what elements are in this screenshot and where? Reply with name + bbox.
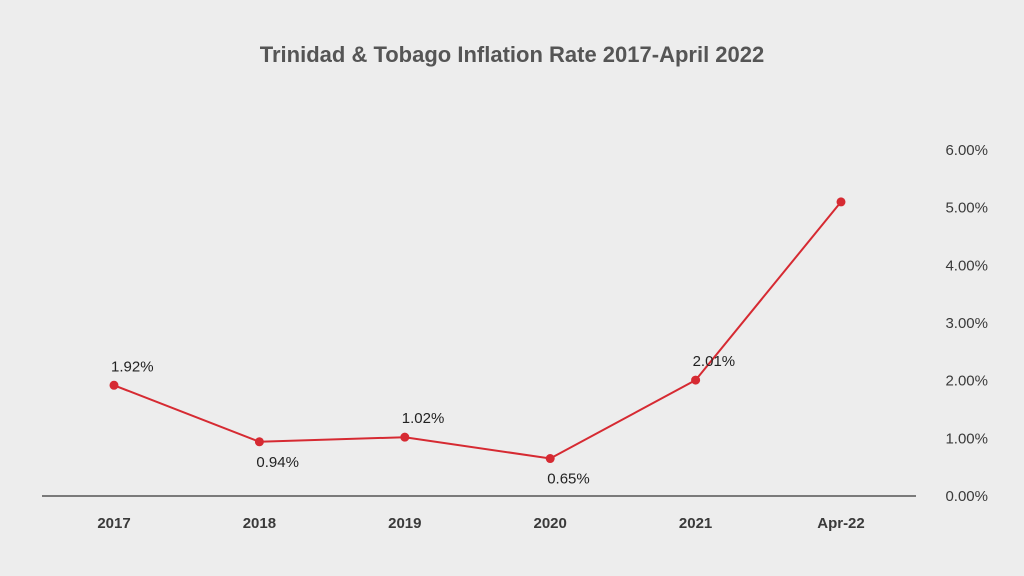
y-tick-label: 3.00% xyxy=(945,315,988,332)
series-inflation xyxy=(109,197,846,464)
data-point xyxy=(109,380,119,390)
x-tick-label: 2021 xyxy=(679,515,712,532)
y-tick-label: 2.00% xyxy=(945,373,988,390)
x-tick-label: 2019 xyxy=(388,515,421,532)
x-tick-label: 2020 xyxy=(534,515,567,532)
y-tick-label: 4.00% xyxy=(945,257,988,274)
data-point xyxy=(254,437,264,447)
x-axis: 2017 2018 2019 2020 2021 Apr-22 xyxy=(97,515,864,532)
chart-title: Trinidad & Tobago Inflation Rate 2017-Ap… xyxy=(260,42,764,67)
data-label: 2.01% xyxy=(693,353,736,370)
x-tick-label: 2017 xyxy=(97,515,130,532)
data-label: 1.02% xyxy=(402,410,445,427)
data-label: 0.65% xyxy=(547,471,590,488)
x-tick-label: 2018 xyxy=(243,515,276,532)
data-labels: 1.92% 0.94% 1.02% 0.65% 2.01% xyxy=(111,353,735,487)
series-line xyxy=(113,201,842,460)
data-point xyxy=(545,454,555,464)
data-point xyxy=(691,375,701,385)
y-tick-label: 6.00% xyxy=(945,142,988,159)
data-point xyxy=(400,432,410,442)
data-label: 1.92% xyxy=(111,358,154,375)
data-label: 0.94% xyxy=(256,454,299,471)
y-tick-label: 1.00% xyxy=(945,430,988,447)
y-axis: 0.00% 1.00% 2.00% 3.00% 4.00% 5.00% 6.00% xyxy=(945,142,988,505)
x-tick-label: Apr-22 xyxy=(817,515,865,532)
data-point xyxy=(836,197,846,207)
y-tick-label: 0.00% xyxy=(945,488,988,505)
y-tick-label: 5.00% xyxy=(945,200,988,217)
